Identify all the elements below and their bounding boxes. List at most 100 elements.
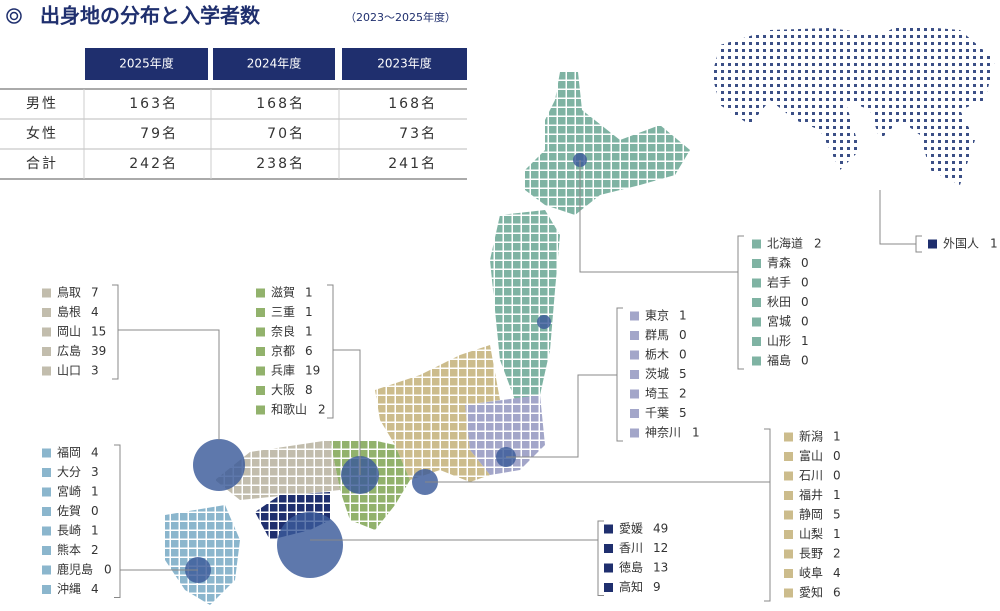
legend-swatch (42, 526, 51, 536)
legend-swatch (752, 239, 761, 249)
legend-count: 1 (91, 524, 99, 538)
region (490, 210, 560, 400)
legend-swatch (630, 350, 639, 360)
legend-count: 0 (801, 315, 809, 329)
legend-swatch (784, 491, 793, 500)
legend-name: 京都 (271, 344, 295, 358)
legend-count: 1 (990, 237, 998, 251)
legend-swatch (604, 544, 613, 553)
bracket (112, 284, 119, 380)
legend-count: 5 (833, 508, 841, 522)
legend-count: 7 (91, 286, 99, 300)
legend-swatch (256, 347, 265, 356)
legend-name: 秋田 (767, 295, 791, 309)
legend-count: 5 (679, 367, 687, 381)
legend-name: 沖縄 (57, 581, 81, 596)
cell-text: 73名 (399, 126, 437, 142)
legend-count: 13 (653, 561, 668, 575)
legend-count: 6 (305, 344, 313, 358)
bubble (277, 512, 343, 578)
legend-swatch (256, 386, 265, 395)
title: 出身地の分布と入学者数 (40, 4, 261, 28)
legend-count: 1 (692, 426, 700, 440)
world-map (712, 25, 995, 185)
legend-name: 滋賀 (271, 286, 295, 300)
legend-count: 49 (653, 522, 668, 536)
legend-swatch (752, 259, 761, 268)
cell-text: 79名 (140, 126, 178, 142)
legend-name: 鹿児島 (57, 562, 93, 577)
legend-name: 宮城 (767, 314, 791, 329)
legend-count: 15 (91, 325, 106, 339)
legend-swatch (42, 308, 51, 317)
legend-count: 3 (91, 465, 99, 479)
legend-count: 4 (91, 446, 99, 460)
legend-name: 岩手 (767, 275, 791, 290)
legend-name: 岐阜 (799, 566, 823, 580)
legend-count: 4 (91, 305, 99, 319)
row-label: 女性 (26, 125, 58, 142)
legend-swatch (630, 370, 639, 379)
cell-text: 163名 (129, 96, 178, 112)
legend-count: 0 (679, 328, 687, 342)
header-text: 2024年度 (247, 56, 302, 71)
legend-name: 埼玉 (645, 387, 669, 401)
header-text: 2023年度 (377, 56, 432, 71)
legend-count: 8 (305, 383, 313, 397)
legend-name: 高知 (619, 579, 643, 594)
legend-count: 1 (833, 488, 841, 502)
region (525, 72, 690, 215)
legend-name: 富山 (799, 448, 823, 463)
legend-count: 4 (833, 566, 841, 580)
legend-swatch (604, 524, 613, 534)
legend-swatch (256, 308, 265, 317)
legend-name: 広島 (57, 343, 81, 358)
legend-count: 3 (91, 364, 99, 378)
legend-name: 愛媛 (619, 522, 643, 536)
subtitle: （2023～2025年度） (345, 10, 456, 24)
header-cell (85, 48, 208, 80)
legend-count: 1 (679, 309, 687, 323)
legend-name: 徳島 (619, 560, 643, 575)
legend-name: 新潟 (799, 429, 823, 444)
legend-swatch (42, 327, 51, 337)
legend-swatch (256, 366, 265, 376)
legend-swatch (752, 317, 761, 327)
legend-swatch (630, 428, 639, 438)
bracket (327, 284, 334, 419)
legend-name: 岡山 (57, 325, 81, 339)
cell-text: 238名 (256, 156, 305, 172)
leader-line (506, 374, 617, 458)
legend-swatch (752, 278, 761, 288)
legend-count: 2 (833, 547, 841, 561)
legend-name: 鳥取 (57, 285, 81, 300)
legend-name: 栃木 (645, 348, 669, 362)
legend-swatch (256, 288, 265, 298)
legend-count: 2 (814, 237, 822, 251)
legend-swatch (784, 569, 793, 578)
leader-line (579, 160, 738, 273)
region (465, 395, 545, 475)
legend-count: 2 (318, 403, 326, 417)
legend-count: 0 (801, 276, 809, 290)
legend-count: 6 (833, 586, 841, 600)
legend-name: 福井 (799, 487, 823, 502)
bracket (597, 520, 604, 596)
legend-count: 4 (91, 582, 99, 596)
legend-name: 愛知 (799, 586, 823, 600)
leader-line (118, 329, 220, 440)
icon (9, 11, 19, 21)
legend-name: 長崎 (57, 524, 81, 538)
legend-swatch (784, 549, 793, 559)
legend-name: 佐賀 (57, 504, 81, 518)
legend-swatch (784, 530, 793, 539)
legend-swatch (604, 563, 613, 573)
legend-swatch (604, 583, 613, 592)
legend-name: 石川 (799, 469, 823, 483)
legend-swatch (752, 356, 761, 366)
legend-name: 福岡 (57, 445, 81, 460)
legend-swatch (630, 389, 639, 399)
legend-count: 5 (679, 406, 687, 420)
legend-name: 大阪 (271, 383, 295, 397)
legend-name: 外国人 (943, 237, 979, 251)
